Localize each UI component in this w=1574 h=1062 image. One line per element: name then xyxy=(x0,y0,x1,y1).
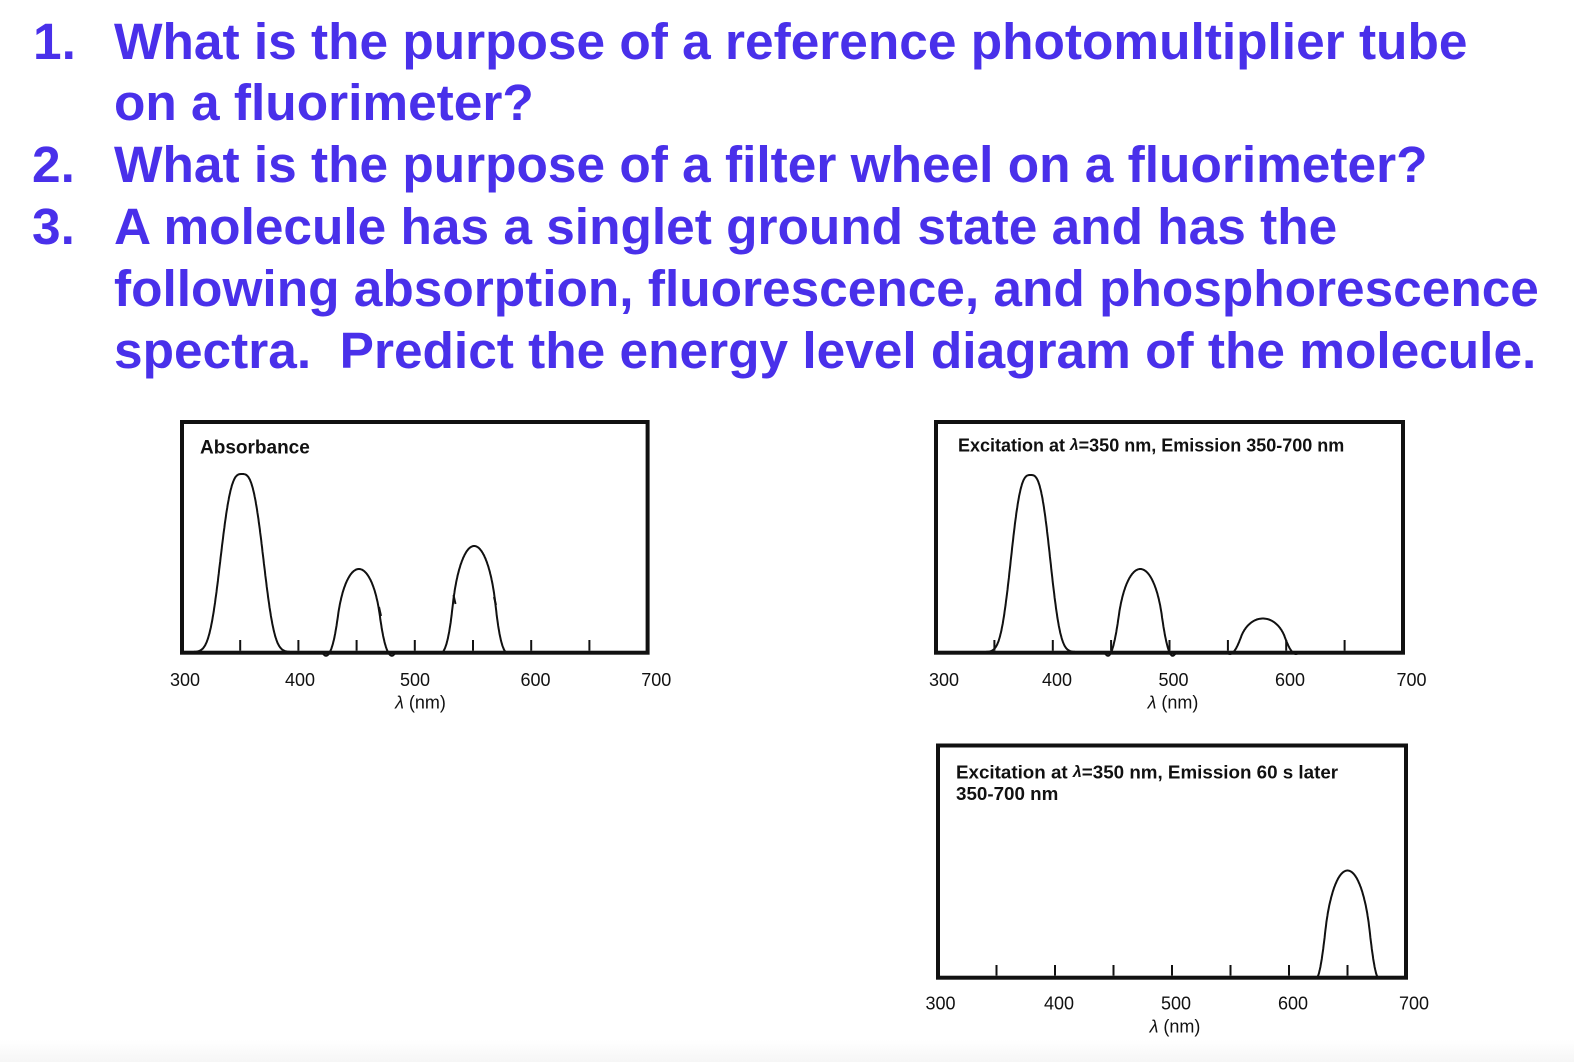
svg-text:500: 500 xyxy=(1158,670,1188,690)
svg-text:Excitation at λ=350 nm, Emissi: Excitation at λ=350 nm, Emission 350-700… xyxy=(958,436,1344,456)
svg-text:500: 500 xyxy=(400,670,430,690)
svg-text:λ (nm): λ (nm) xyxy=(1149,1017,1201,1037)
svg-text:600: 600 xyxy=(1278,994,1308,1014)
svg-text:700: 700 xyxy=(1396,670,1426,690)
svg-text:λ (nm): λ (nm) xyxy=(394,693,446,713)
svg-text:Excitation at λ=350 nm, Emissi: Excitation at λ=350 nm, Emission 60 s la… xyxy=(956,762,1339,783)
svg-text:400: 400 xyxy=(285,670,315,690)
svg-text:300: 300 xyxy=(925,994,955,1014)
svg-text:350-700 nm: 350-700 nm xyxy=(956,783,1058,804)
svg-text:700: 700 xyxy=(1399,994,1429,1014)
svg-text:Absorbance: Absorbance xyxy=(200,438,310,459)
svg-text:500: 500 xyxy=(1161,994,1191,1014)
svg-text:400: 400 xyxy=(1044,994,1074,1014)
svg-text:300: 300 xyxy=(170,670,200,690)
svg-text:300: 300 xyxy=(929,670,959,690)
svg-text:λ (nm): λ (nm) xyxy=(1147,693,1199,713)
svg-text:400: 400 xyxy=(1042,670,1072,690)
svg-text:700: 700 xyxy=(641,670,671,690)
svg-text:600: 600 xyxy=(1275,670,1305,690)
svg-text:600: 600 xyxy=(520,670,550,690)
